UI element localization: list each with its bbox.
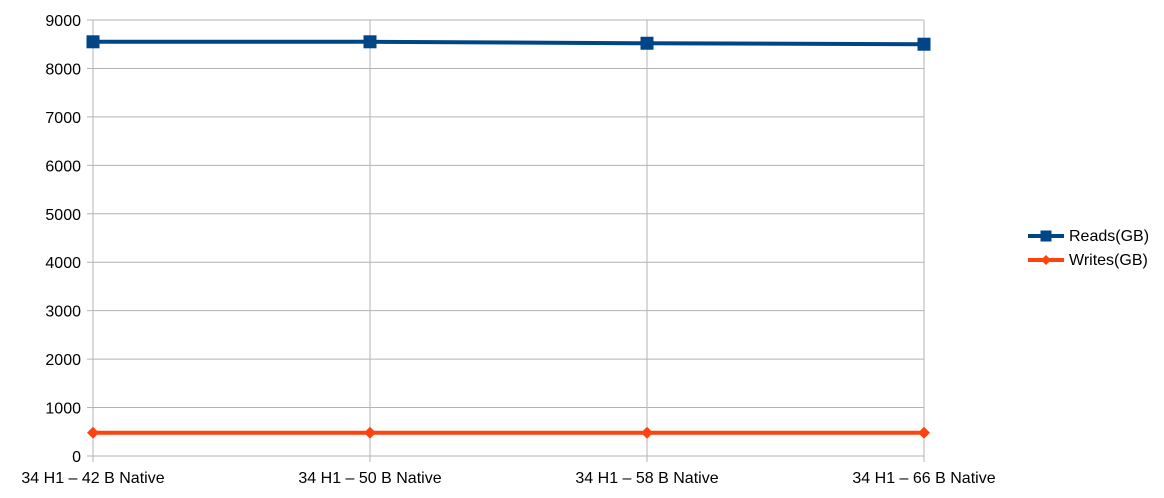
y-tick-label: 9000 — [45, 13, 81, 30]
y-tick-label: 6000 — [45, 158, 81, 175]
tick-labels: 0 1000 2000 3000 4000 5000 6000 7000 8000 9000 34 … — [21, 13, 995, 487]
x-tick-label: 34 H1 – 66 B Native — [852, 470, 995, 487]
x-tick-label: 34 H1 – 42 B Native — [21, 470, 164, 487]
y-tick-label: 0 — [72, 449, 81, 466]
legend: Reads(GB) Writes(GB) — [1028, 228, 1149, 269]
data-point — [363, 35, 377, 49]
y-tick-label: 1000 — [45, 401, 81, 418]
legend-swatch-marker — [1040, 230, 1052, 242]
legend-item: Writes(GB) — [1028, 252, 1148, 269]
y-tick-label: 4000 — [45, 255, 81, 272]
gridlines — [92, 19, 925, 457]
data-point — [918, 426, 930, 439]
x-tick-label: 34 H1 – 58 B Native — [575, 470, 718, 487]
series-writes-gb- — [87, 426, 930, 439]
data-point — [87, 426, 99, 439]
y-tick-label: 8000 — [45, 61, 81, 78]
series-reads-gb- — [86, 35, 931, 51]
axes — [87, 19, 925, 462]
legend-item: Reads(GB) — [1028, 228, 1149, 245]
y-tick-label: 7000 — [45, 110, 81, 127]
legend-label: Writes(GB) — [1069, 252, 1148, 269]
series-group — [86, 35, 931, 439]
y-tick-label: 2000 — [45, 352, 81, 369]
data-point — [917, 37, 931, 51]
x-tick-label: 34 H1 – 50 B Native — [298, 470, 441, 487]
legend-swatch-marker — [1041, 255, 1051, 265]
data-point — [86, 35, 100, 49]
series-line — [93, 39, 925, 47]
data-point — [640, 36, 654, 50]
legend-label: Reads(GB) — [1069, 228, 1149, 245]
y-tick-label: 5000 — [45, 207, 81, 224]
y-tick-label: 3000 — [45, 304, 81, 321]
data-point — [364, 426, 376, 439]
data-point — [641, 426, 653, 439]
